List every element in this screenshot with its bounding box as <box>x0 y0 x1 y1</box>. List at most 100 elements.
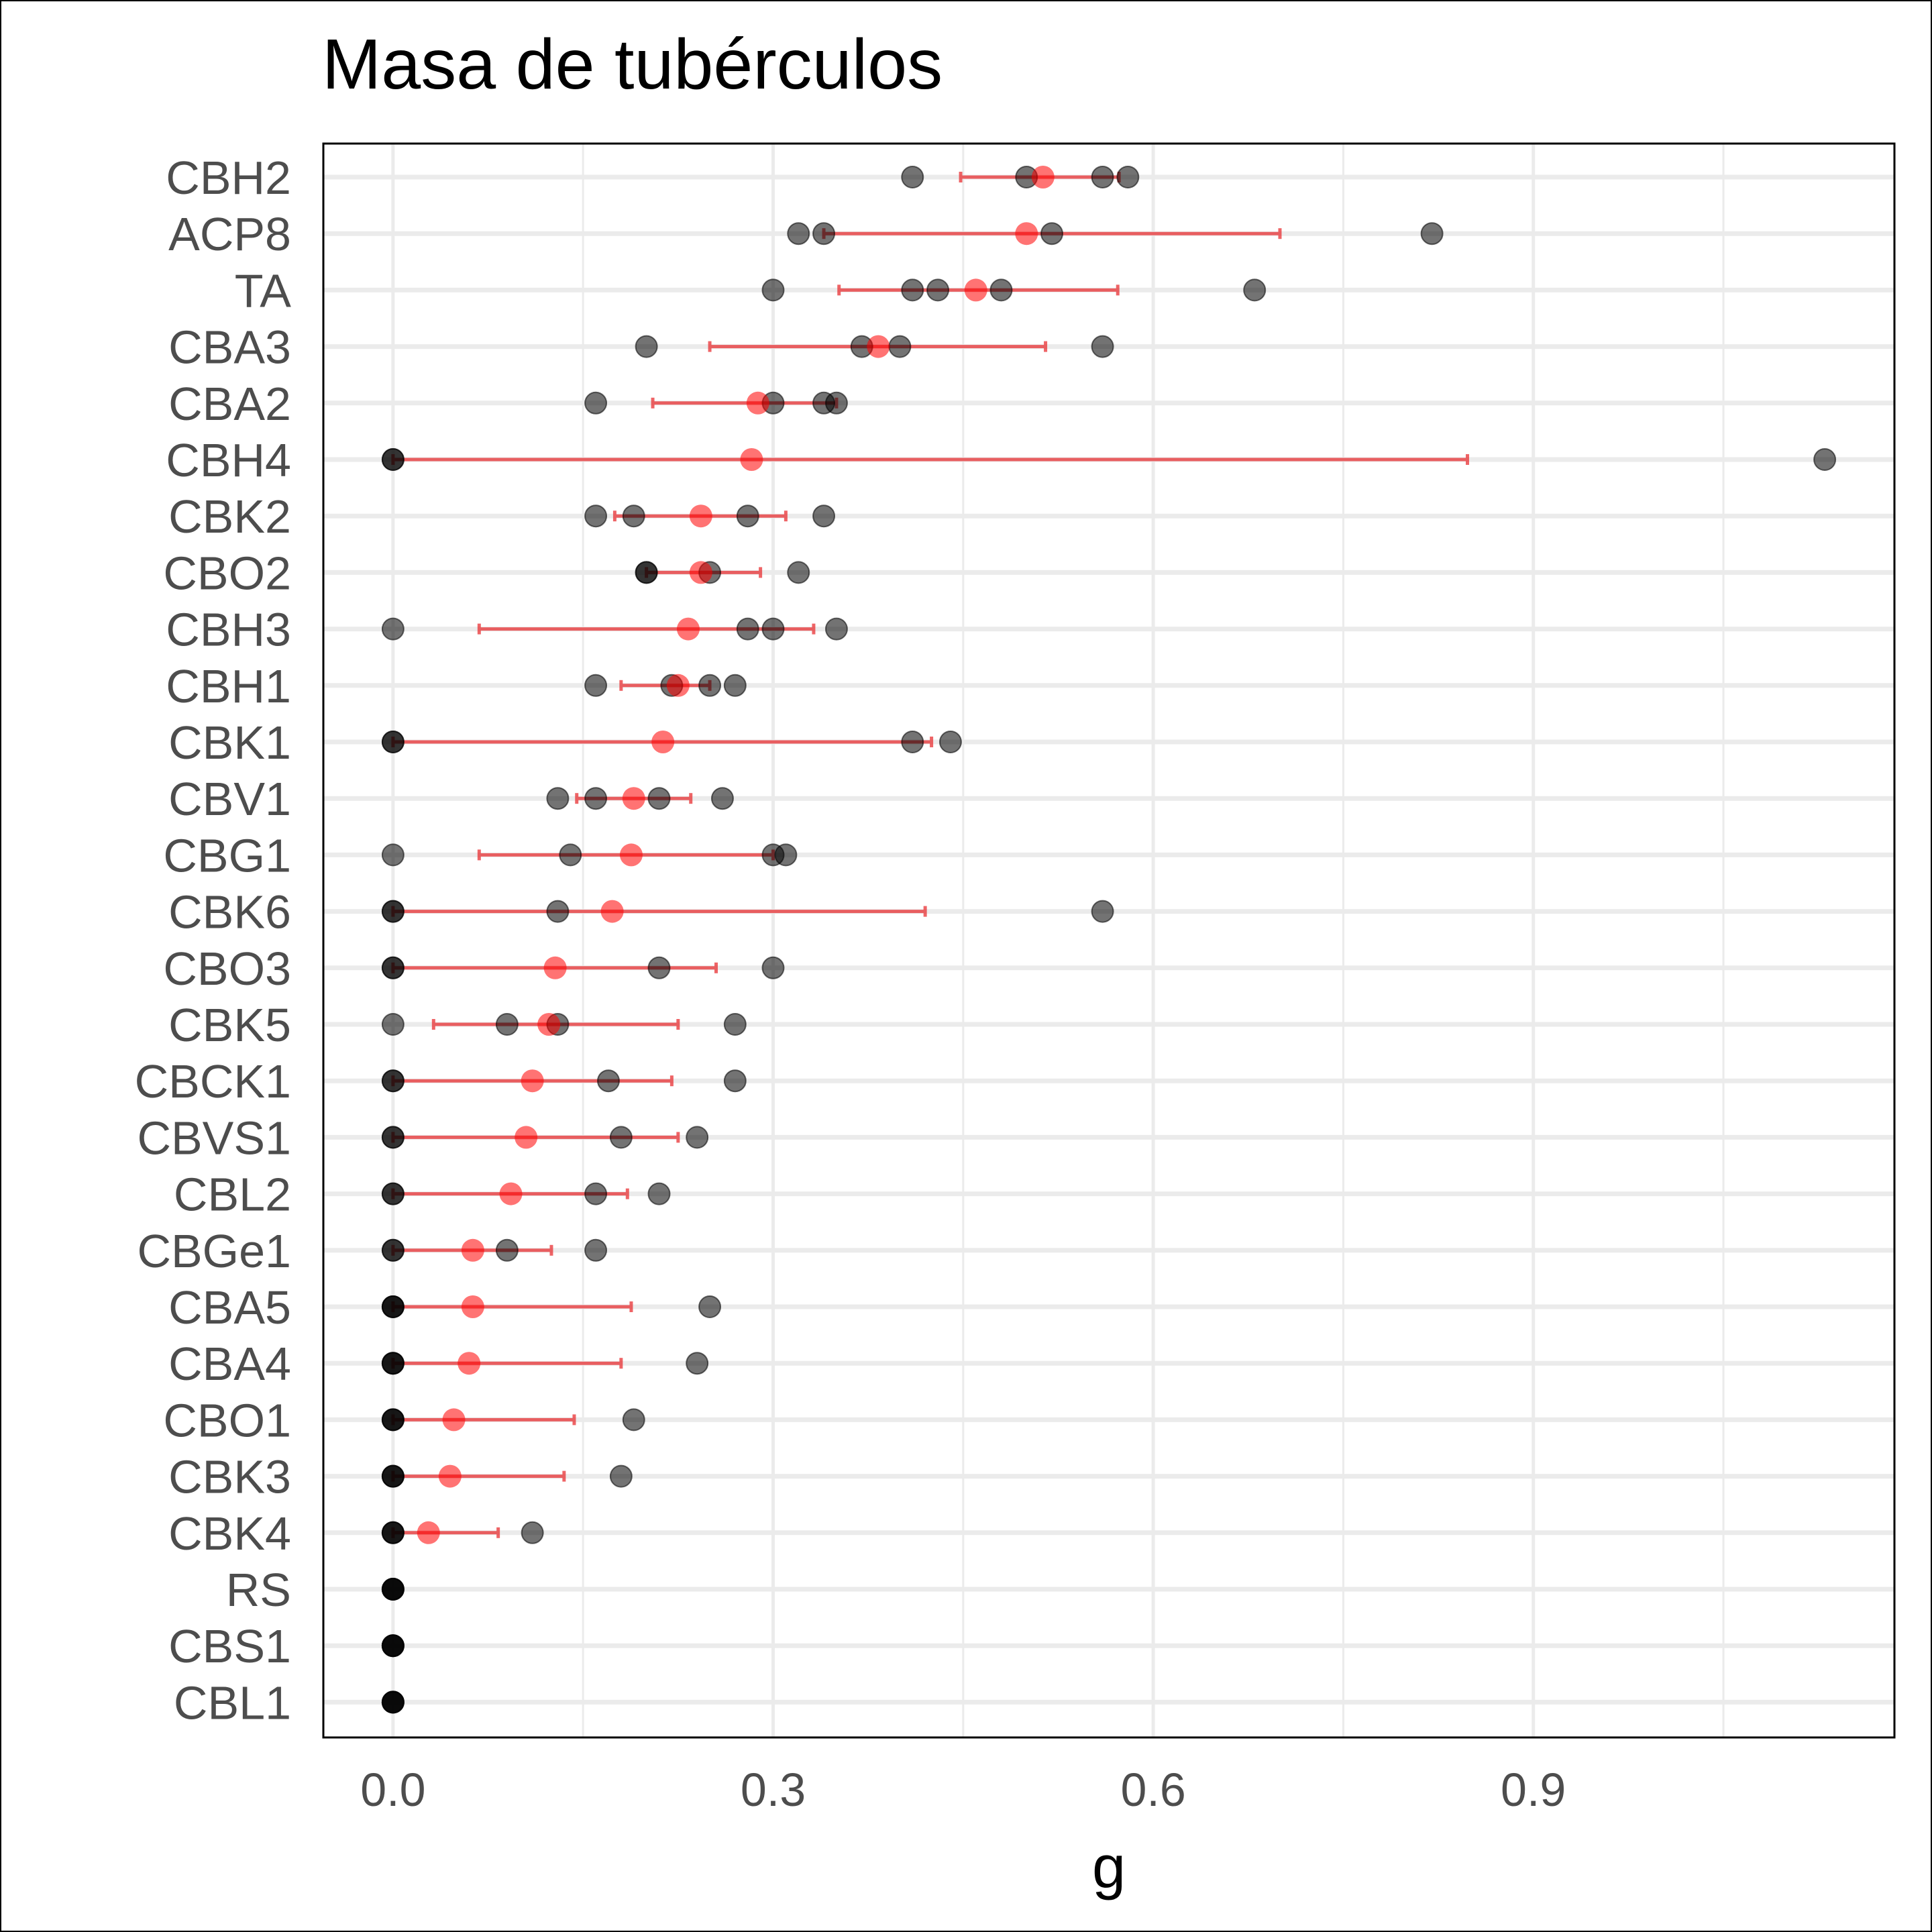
x-axis-tick-labels: 0.0 0.3 0.6 0.9 <box>360 1764 1566 1816</box>
observation-point <box>381 617 405 641</box>
y-tick-label: CBCK1 <box>135 1055 291 1108</box>
observation-point <box>1091 166 1114 189</box>
observation-point <box>381 1238 405 1262</box>
error-bar-cbk4 <box>391 1527 500 1538</box>
observation-point <box>381 1521 405 1544</box>
observation-point <box>698 674 722 697</box>
y-tick-label: RS <box>226 1564 291 1616</box>
y-tick-label: CBK4 <box>168 1507 291 1560</box>
grid-lines <box>323 144 1894 1737</box>
mean-point <box>740 448 763 471</box>
mean-point <box>521 1069 544 1093</box>
observation-point <box>1091 335 1114 358</box>
mean-point <box>442 1408 466 1432</box>
y-tick-label: CBG1 <box>163 829 291 881</box>
observation-point <box>1813 448 1837 471</box>
y-tick-label: CBK2 <box>168 490 291 543</box>
x-tick-label: 0.9 <box>1501 1764 1566 1816</box>
y-tick-label: CBK5 <box>168 999 291 1051</box>
observation-point <box>381 900 405 923</box>
observation-point <box>736 617 759 641</box>
y-tick-label: TA <box>235 264 292 317</box>
x-axis-title: g <box>1092 1834 1126 1901</box>
mean-point <box>543 956 567 979</box>
error-bar-cbo1 <box>391 1414 576 1426</box>
plot-panel-border <box>322 142 1896 1739</box>
observation-point <box>812 222 836 246</box>
observation-point <box>559 843 582 867</box>
y-tick-label: CBH2 <box>166 152 291 204</box>
observation-point <box>381 731 405 753</box>
observation-point <box>584 1238 608 1262</box>
error-bar-cba5 <box>391 1301 633 1312</box>
observation-point <box>381 1690 405 1714</box>
observation-point <box>938 731 962 753</box>
y-tick-label: CBVS1 <box>137 1112 291 1164</box>
mean-point <box>867 335 890 358</box>
mean-point <box>417 1521 440 1544</box>
mean-point <box>964 278 987 302</box>
error-bar-cba4 <box>391 1358 623 1369</box>
observation-point <box>774 843 798 867</box>
error-bar-cbk6 <box>391 906 927 917</box>
y-tick-label: CBV1 <box>168 773 291 825</box>
observation-point <box>824 391 848 415</box>
mean-point <box>666 674 690 697</box>
mean-point <box>515 1126 538 1149</box>
observation-point <box>584 1182 608 1205</box>
y-tick-label: CBO3 <box>163 943 291 995</box>
observation-point <box>381 1295 405 1318</box>
observation-point <box>761 278 785 302</box>
observation-point <box>495 1238 519 1262</box>
observation-point <box>635 561 658 584</box>
x-tick-label: 0.3 <box>741 1764 806 1816</box>
y-tick-label: CBK6 <box>168 886 291 938</box>
observation-point <box>521 1521 544 1544</box>
y-tick-label: CBK3 <box>168 1451 291 1503</box>
observation-point <box>901 166 924 189</box>
mean-point <box>461 1295 484 1318</box>
y-tick-label: CBL1 <box>174 1676 291 1729</box>
observation-point <box>495 1013 519 1036</box>
observation-point <box>381 1126 405 1149</box>
observation-point <box>710 787 734 810</box>
observation-point <box>901 731 924 753</box>
y-tick-label: CBA3 <box>168 321 291 374</box>
mean-point <box>689 561 712 584</box>
mean-points <box>417 166 1055 1544</box>
observation-point <box>381 1013 405 1036</box>
mean-point <box>537 1013 561 1036</box>
observation-point <box>609 1126 633 1149</box>
observation-point <box>546 900 570 923</box>
observation-point <box>787 222 810 246</box>
observation-point <box>787 561 810 584</box>
observation-point <box>609 1464 633 1488</box>
error-bar-cbh4 <box>391 454 1470 465</box>
observation-point <box>381 448 405 471</box>
observation-point <box>647 1182 671 1205</box>
chart-title: Masa de tubérculos <box>322 25 943 104</box>
observation-point <box>381 1069 405 1093</box>
observation-point <box>824 617 848 641</box>
observation-point <box>1091 900 1114 923</box>
mean-point <box>689 504 712 528</box>
mean-point <box>619 843 643 867</box>
observation-point <box>381 1634 405 1658</box>
observation-point <box>584 391 608 415</box>
y-tick-label: CBH4 <box>166 434 291 486</box>
observation-point <box>901 278 924 302</box>
mean-point <box>622 787 645 810</box>
observation-points <box>381 166 1837 1714</box>
y-tick-label: CBA2 <box>168 378 291 430</box>
observation-point <box>381 956 405 979</box>
observation-point <box>584 504 608 528</box>
observation-point <box>761 617 785 641</box>
mean-point <box>746 391 769 415</box>
observation-point <box>1420 222 1444 246</box>
observation-point <box>686 1126 709 1149</box>
y-tick-label: CBK1 <box>168 716 291 769</box>
mean-point <box>499 1182 523 1205</box>
observation-point <box>1243 278 1267 302</box>
observation-point <box>723 674 747 697</box>
